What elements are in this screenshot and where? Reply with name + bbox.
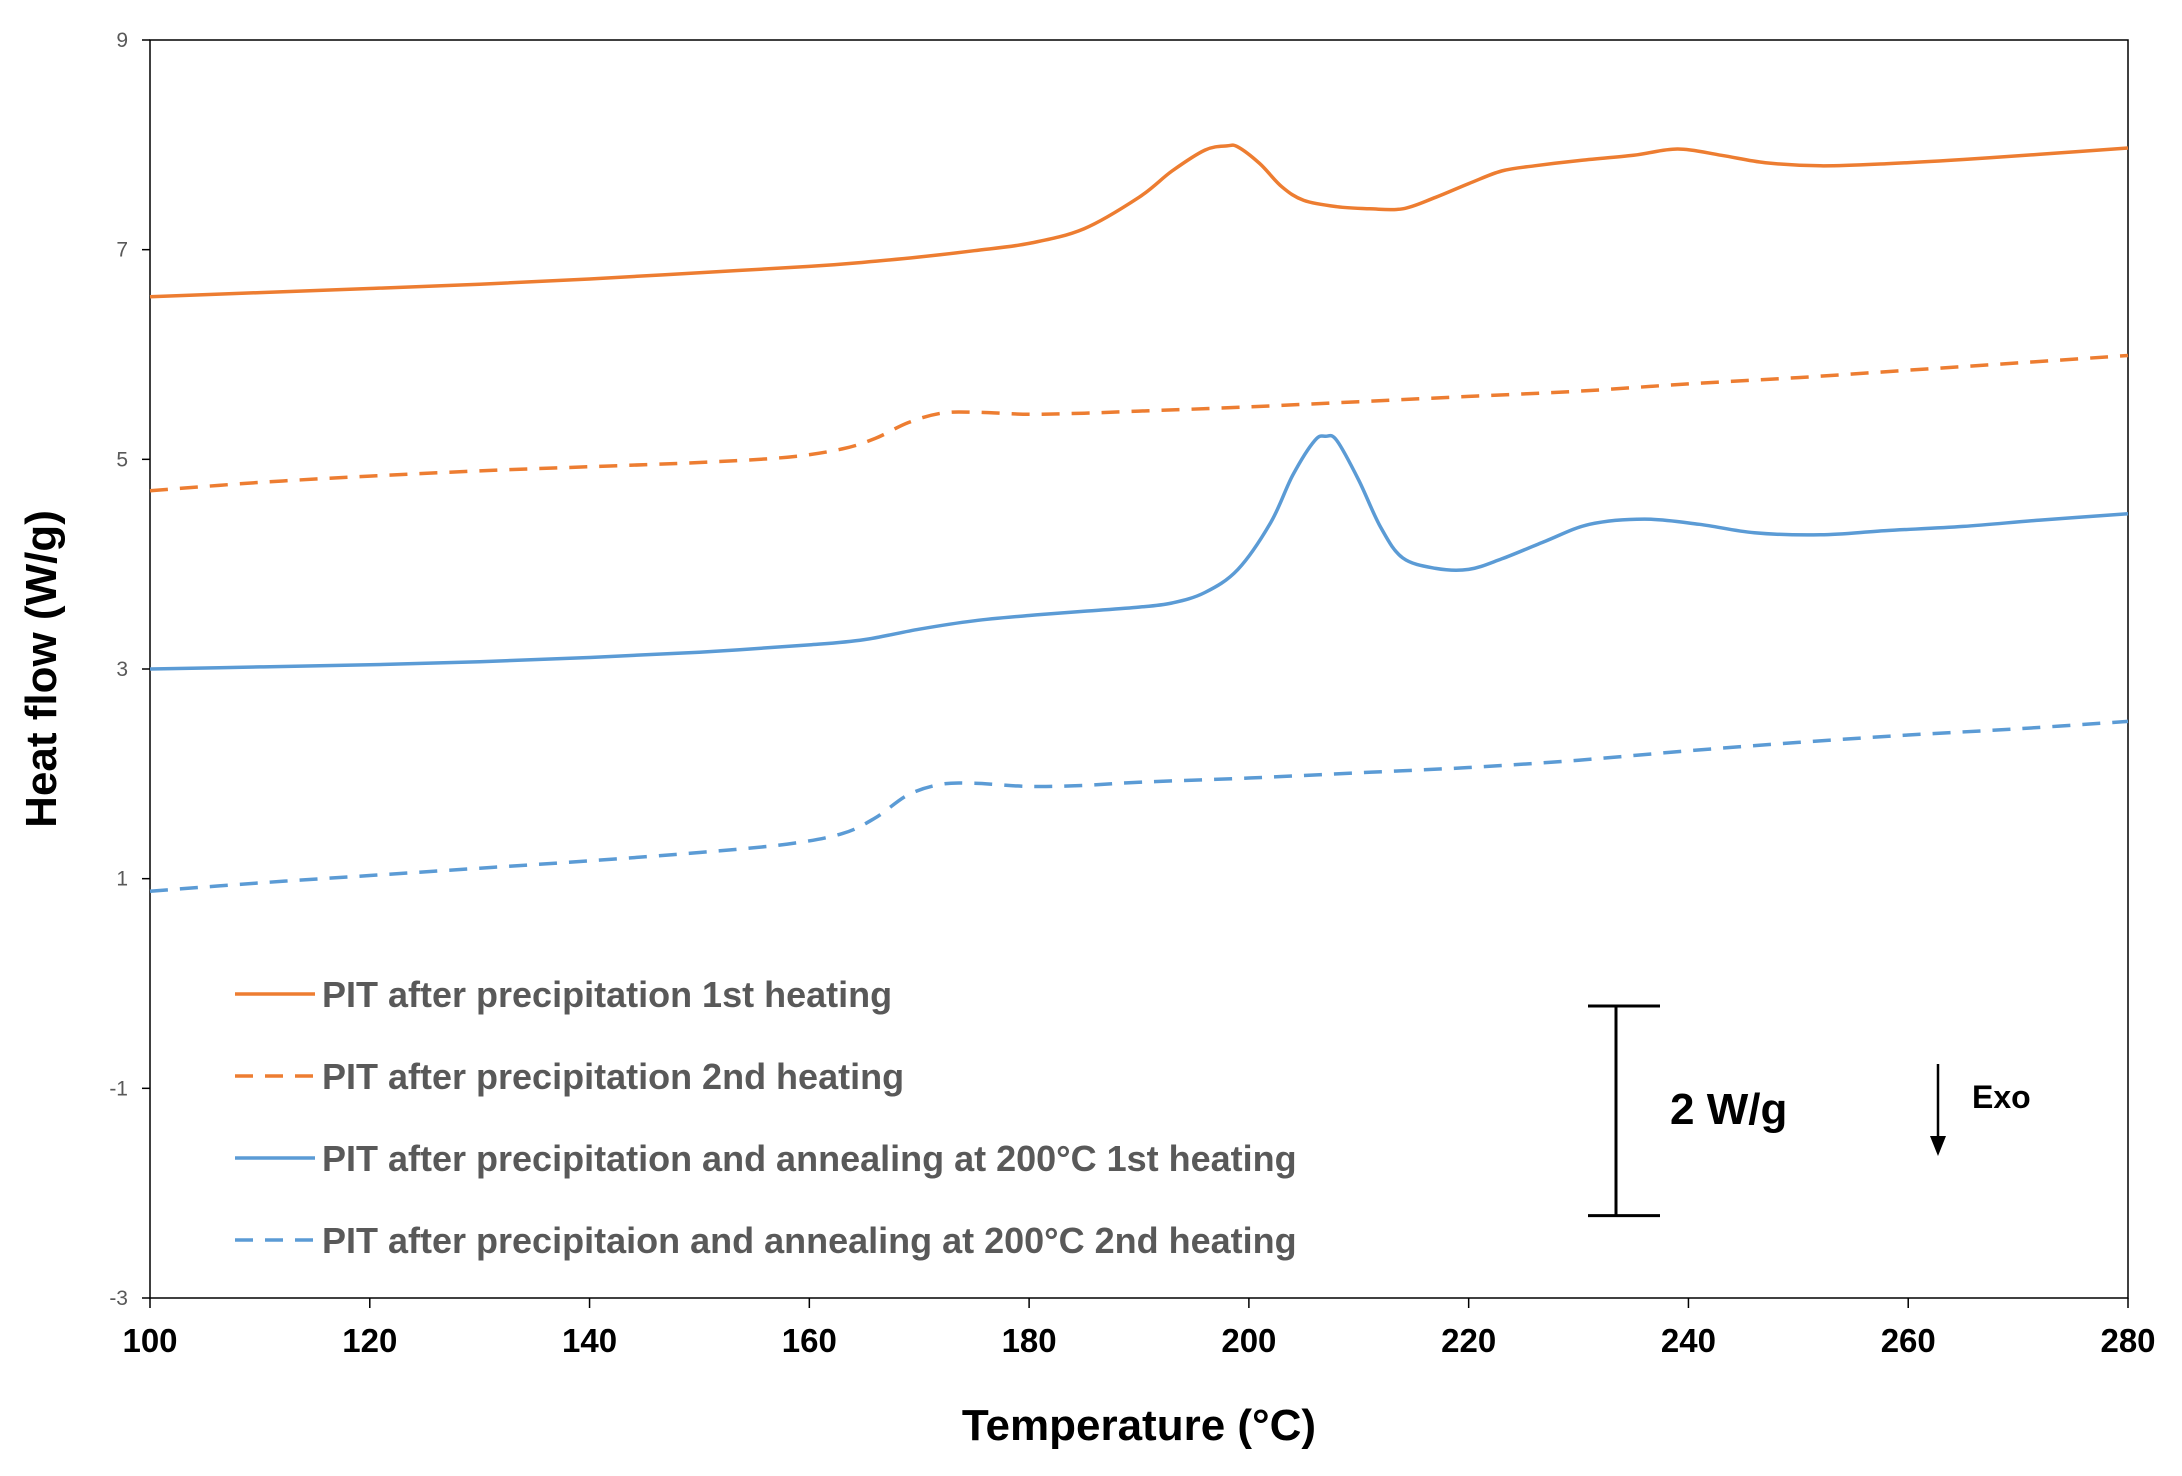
legend-label-3: PIT after precipitation and annealing at…	[322, 1138, 1297, 1179]
x-tick-label: 220	[1441, 1322, 1496, 1359]
y-tick-label: 1	[116, 868, 128, 891]
series-line-4	[149, 719, 2129, 893]
y-tick-label: 9	[116, 29, 128, 52]
x-axis-title: Temperature (°C)	[962, 1401, 1316, 1450]
y-axis: -3 -1 1 3 5 7 9	[109, 29, 150, 1310]
x-tick-label: 160	[782, 1322, 837, 1359]
y-tick-label: -1	[109, 1077, 128, 1100]
series-line-1	[149, 143, 2129, 299]
x-axis: 100 120 140 160 180 200 220 240 260 280	[122, 1298, 2156, 1359]
x-tick-label: 260	[1881, 1322, 1936, 1359]
exo-arrowhead-icon	[1930, 1136, 1946, 1156]
y-tick-label: 7	[116, 239, 128, 262]
series-layer	[149, 143, 2129, 893]
y-tick-label: 3	[116, 658, 128, 681]
exo-indicator: Exo	[1930, 1064, 2031, 1156]
x-tick-label: 140	[562, 1322, 617, 1359]
x-tick-label: 180	[1002, 1322, 1057, 1359]
x-tick-label: 200	[1221, 1322, 1276, 1359]
exo-label: Exo	[1972, 1079, 2031, 1115]
y-tick-label: 5	[116, 448, 128, 471]
legend-label-4: PIT after precipitaion and annealing at …	[322, 1220, 1297, 1261]
scale-bar-label: 2 W/g	[1670, 1085, 1787, 1134]
series-line-2	[149, 353, 2129, 493]
x-tick-label: 240	[1661, 1322, 1716, 1359]
scale-bar: 2 W/g	[1588, 1004, 1787, 1218]
x-tick-label: 100	[122, 1322, 177, 1359]
x-tick-label: 120	[342, 1322, 397, 1359]
series-line-3	[149, 433, 2129, 671]
legend-label-1: PIT after precipitation 1st heating	[322, 974, 892, 1015]
legend-label-2: PIT after precipitation 2nd heating	[322, 1056, 904, 1097]
y-tick-label: -3	[109, 1287, 128, 1310]
plot-area-frame	[149, 39, 2129, 1299]
y-axis-title: Heat flow (W/g)	[17, 510, 66, 828]
x-tick-label: 280	[2100, 1322, 2155, 1359]
legend: PIT after precipitation 1st heating PIT a…	[235, 974, 1297, 1261]
